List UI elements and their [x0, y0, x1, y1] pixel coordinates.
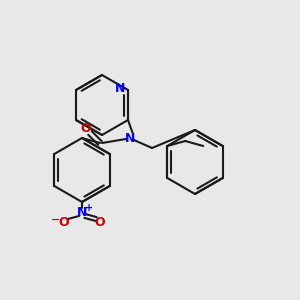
Text: O: O	[95, 215, 105, 229]
Text: O: O	[81, 122, 91, 136]
Text: N: N	[77, 206, 87, 218]
Text: N: N	[115, 82, 125, 95]
Text: +: +	[85, 203, 93, 213]
Text: N: N	[125, 131, 135, 145]
Text: −: −	[51, 215, 61, 225]
Text: O: O	[59, 215, 69, 229]
